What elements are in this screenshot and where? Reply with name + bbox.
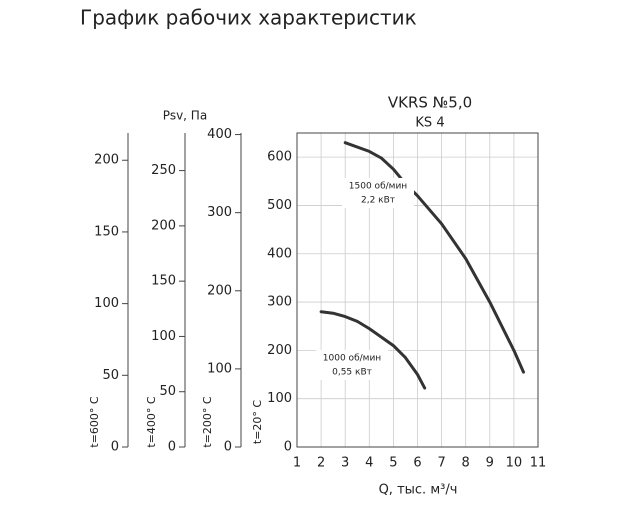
y-tick-label: 200 — [94, 153, 119, 168]
curve-power: 0,55 кВт — [332, 368, 372, 378]
x-tick-label: 11 — [530, 456, 547, 471]
curve — [319, 310, 427, 390]
axis-label: t=20° C — [251, 400, 264, 445]
y-tick-label: 500 — [267, 198, 292, 213]
x-tick-label: 6 — [413, 456, 421, 471]
x-tick-label: 8 — [462, 456, 470, 471]
y-tick-label: 200 — [151, 218, 176, 233]
axis-label: t=400° C — [145, 396, 158, 448]
x-tick-label: 4 — [365, 456, 373, 471]
y-tick-label: 100 — [151, 329, 176, 344]
y-tick-label: 200 — [207, 283, 232, 298]
y-tick-label: 50 — [102, 368, 119, 383]
x-tick-label: 7 — [437, 456, 445, 471]
y-tick-label: 400 — [207, 127, 232, 142]
chart-title: VKRS №5,0 — [388, 94, 472, 112]
x-tick-label: 3 — [341, 456, 349, 471]
x-tick-label: 9 — [486, 456, 494, 471]
y-tick-label: 0 — [168, 440, 176, 455]
label-bg — [342, 178, 414, 208]
page-title: График рабочих характеристик — [80, 6, 417, 30]
y-tick-label: 0 — [284, 440, 292, 455]
x-axis-title: Q, тыс. м³/ч — [379, 483, 458, 498]
y-tick-label: 300 — [207, 205, 232, 220]
y-tick-label: 200 — [267, 343, 292, 358]
label-bg — [316, 350, 388, 380]
y-tick-label: 100 — [94, 296, 119, 311]
x-tick-label: 5 — [389, 456, 397, 471]
x-tick-label: 10 — [506, 456, 523, 471]
x-tick-label: 2 — [317, 456, 325, 471]
curve-power: 2,2 кВт — [361, 196, 395, 206]
chart-subtitle: KS 4 — [415, 116, 444, 131]
axis-label: t=200° C — [201, 396, 214, 448]
y-tick-label: 250 — [151, 163, 176, 178]
y-axis-title: Psv, Па — [163, 109, 207, 123]
y-tick-label: 50 — [159, 384, 176, 399]
y-tick-label: 600 — [267, 150, 292, 165]
y-tick-label: 150 — [94, 224, 119, 239]
y-tick-label: 100 — [267, 391, 292, 406]
y-tick-label: 150 — [151, 274, 176, 289]
axis-label: t=600° C — [88, 396, 101, 448]
x-tick-label: 1 — [293, 456, 301, 471]
y-tick-label: 0 — [111, 440, 119, 455]
y-tick-label: 400 — [267, 246, 292, 261]
y-tick-label: 300 — [267, 295, 292, 310]
y-tick-label: 0 — [224, 440, 232, 455]
curve-label: 1000 об/мин — [323, 354, 381, 364]
y-tick-label: 100 — [207, 361, 232, 376]
plot-frame — [296, 132, 539, 448]
curve — [343, 141, 525, 374]
curve-label: 1500 об/мин — [349, 182, 407, 192]
